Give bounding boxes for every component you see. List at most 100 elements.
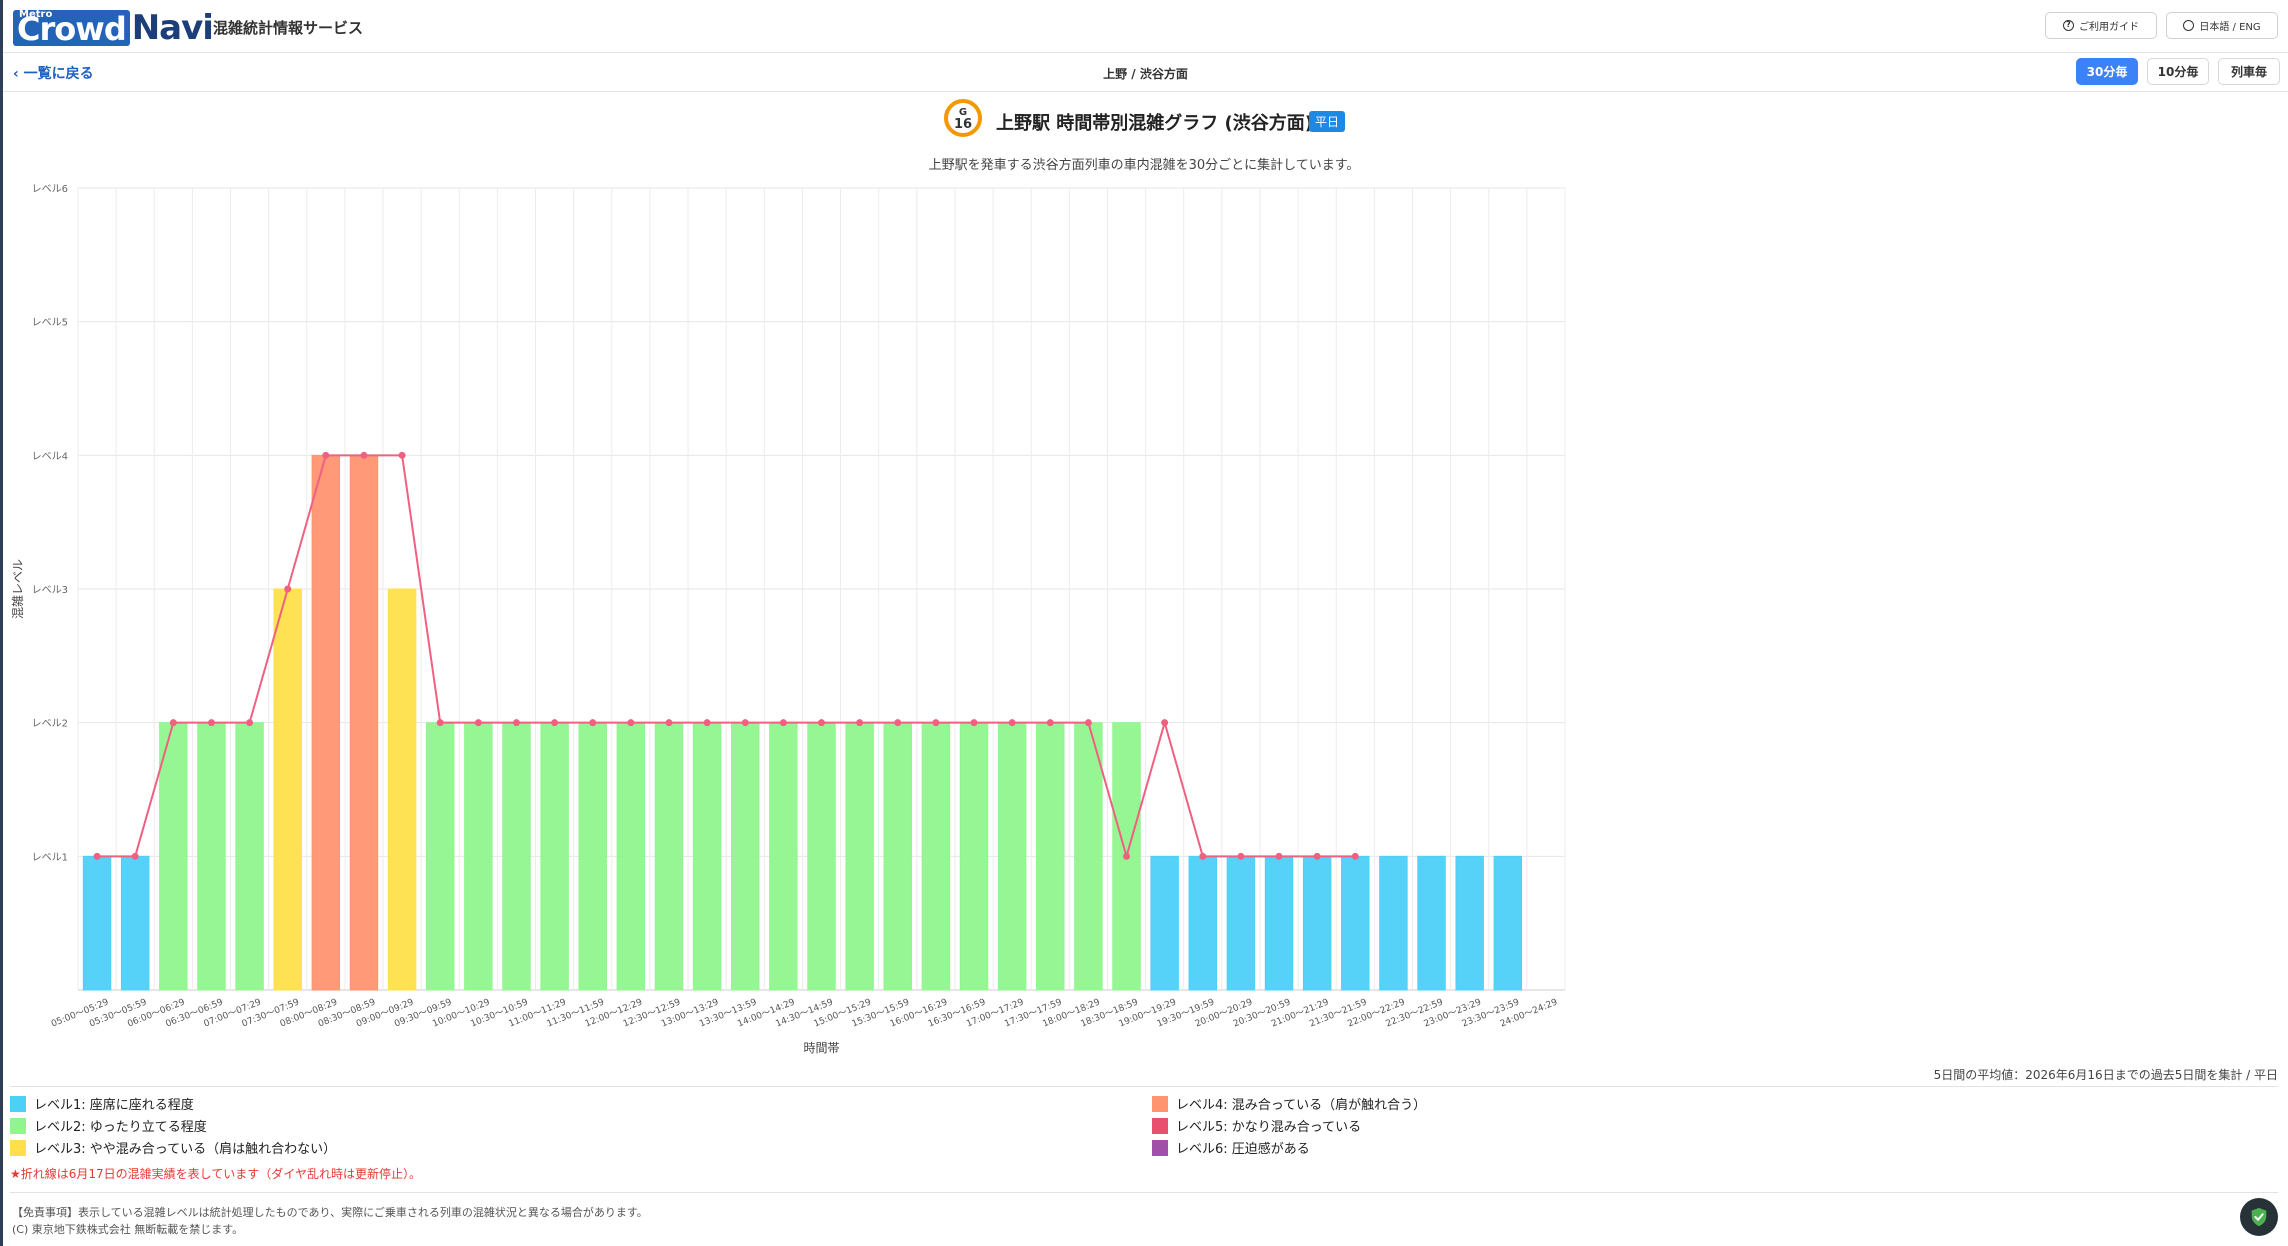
legend-label: レベル5: かなり混み合っている [1176,1120,1362,1135]
chart-bar [1036,722,1065,991]
chart-bar [1150,855,1179,991]
line-letter: G [958,107,968,118]
chart-bar [197,722,226,991]
chart-bar [1455,855,1484,991]
line-point [360,451,368,459]
chart-bar [997,722,1027,991]
line-point [1275,852,1283,860]
line-point [246,719,254,727]
chart-bar [464,722,493,991]
legend-item-level1: レベル1: 座席に座れる程度 [10,1094,194,1113]
logo-crowd-text: Crowd [17,10,127,48]
logo-crowd-box: Metro Crowd [13,9,130,48]
line-point [1351,852,1359,860]
legend-swatch [1152,1095,1168,1112]
sub-navigation-bar: ‹ 一覧に戻る 上野 / 渋谷方面 30分毎 10分毎 列車毎 [3,53,2288,92]
line-point [1313,852,1321,860]
chart-bar [235,722,264,991]
chart-bar [1264,855,1294,991]
line-point [169,719,177,727]
crowdnavi-logo[interactable]: Metro Crowd Navi [13,6,214,48]
line-note: ★折れ線は6月17日の混雑実績を表しています（ダイヤ乱れ時は更新停止）。 [10,1167,421,1181]
chart-bar [349,454,379,991]
line-point [1046,719,1054,727]
breadcrumb: 上野 / 渋谷方面 [1103,67,1188,81]
shield-check-icon [2251,1207,2267,1227]
line-point [856,719,864,727]
back-link[interactable]: ‹ 一覧に戻る [13,63,94,83]
guide-button[interactable]: ? ご利用ガイド [2045,12,2157,39]
legend-swatch [1152,1139,1168,1156]
line-point [1123,852,1131,860]
legend-label: レベル2: ゆったり立てる程度 [34,1120,207,1135]
chart-bar [578,722,607,991]
disclaimer: 【免責事項】表示している混雑レベルは統計処理したものであり、実際にご乗車される列… [12,1204,648,1238]
chart-bar [82,855,112,991]
y-tick-label: レベル6 [32,183,68,195]
interval-per-train-button[interactable]: 列車毎 [2218,58,2280,85]
back-link-label: 一覧に戻る [23,66,94,82]
chart-bar [1379,855,1408,991]
service-name: 混雑統計情報サービス [213,19,364,37]
legend-swatch [10,1139,26,1156]
legend-swatch [10,1117,26,1134]
line-point [551,719,559,727]
line-point [703,719,711,727]
chart-bar [273,588,302,991]
window-frame [0,0,3,1246]
logo-navi-text: Navi [131,8,214,48]
chart-bar [120,855,150,991]
legend-label: レベル3: やや混み合っている（肩は触れ合わない） [34,1142,337,1157]
legend-item-level5: レベル5: かなり混み合っている [1152,1116,1361,1135]
line-point [474,719,482,727]
line-point [741,719,749,727]
chart-bar [807,722,836,991]
line-point [779,719,787,727]
chart-bar [159,722,188,991]
station-number-badge: G 16 [944,99,982,137]
chart-bar [616,722,646,991]
chart-bar [1188,855,1218,991]
interval-30min-button[interactable]: 30分毎 [2076,58,2138,85]
line-point [512,719,520,727]
help-circle-icon: ? [2063,20,2074,31]
line-point [627,719,635,727]
chart-bar [1302,855,1332,991]
line-point [1084,719,1092,727]
language-button[interactable]: 日本語 / ENG [2166,12,2278,39]
legend-swatch [10,1095,26,1112]
chart-bar [921,722,951,991]
y-tick-label: レベル4 [32,450,68,462]
line-point [1161,719,1169,727]
line-point [1199,852,1207,860]
chart-bar [1226,855,1256,991]
chart-bar [959,722,989,991]
chart-bar [1493,855,1523,991]
chart-bar [883,722,912,991]
line-point [1008,719,1016,727]
line-point [932,719,940,727]
language-button-label: 日本語 / ENG [2199,22,2261,33]
legend-item-level2: レベル2: ゆったり立てる程度 [10,1116,207,1135]
legend-item-level4: レベル4: 混み合っている（肩が触れ合う） [1152,1094,1426,1113]
legend-label: レベル1: 座席に座れる程度 [34,1098,194,1113]
line-point [131,852,139,860]
security-shield-button[interactable] [2240,1198,2278,1236]
interval-10min-button[interactable]: 10分毎 [2147,58,2209,85]
legend-item-level3: レベル3: やや混み合っている（肩は触れ合わない） [10,1138,336,1157]
day-type-badge: 平日 [1309,111,1346,132]
line-point [894,719,902,727]
guide-button-label: ご利用ガイド [2079,22,2139,33]
y-axis-label: 混雑レベル [10,559,25,619]
legend-label: レベル4: 混み合っている（肩が触れ合う） [1176,1098,1427,1113]
chart-bar [387,588,417,991]
y-tick-label: レベル5 [32,317,68,329]
congestion-chart: レベル1レベル2レベル3レベル4レベル5レベル605:00〜05:2905:30… [10,183,1566,1055]
line-point [284,585,292,593]
line-point [398,451,406,459]
app-header: Metro Crowd Navi 混雑統計情報サービス ? ご利用ガイド 日本語… [3,0,2288,53]
line-point [970,719,978,727]
chart-bar [654,722,684,991]
chart-bar [1341,855,1370,991]
chart-bar [502,722,531,991]
